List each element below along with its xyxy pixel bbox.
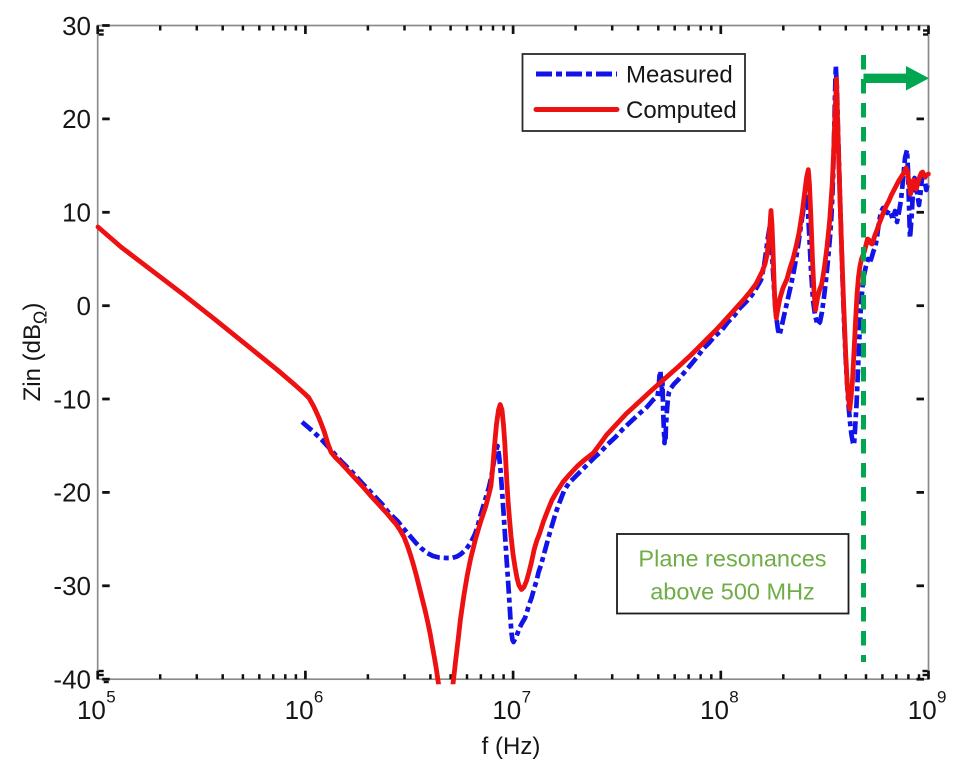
svg-text:10: 10 <box>285 695 314 725</box>
svg-text:8: 8 <box>729 688 738 707</box>
svg-text:-40: -40 <box>53 665 91 695</box>
svg-text:10: 10 <box>700 695 729 725</box>
svg-text:6: 6 <box>314 688 323 707</box>
svg-text:0: 0 <box>77 291 91 321</box>
svg-text:Plane resonances: Plane resonances <box>638 546 826 572</box>
svg-text:above 500 MHz: above 500 MHz <box>650 579 815 605</box>
svg-text:Computed: Computed <box>626 97 737 124</box>
svg-text:20: 20 <box>62 104 91 134</box>
svg-text:Measured: Measured <box>626 62 733 89</box>
svg-text:-10: -10 <box>53 384 91 414</box>
svg-text:-20: -20 <box>53 478 91 508</box>
svg-text:9: 9 <box>937 688 946 707</box>
svg-text:7: 7 <box>522 688 531 707</box>
svg-text:10: 10 <box>77 695 106 725</box>
svg-text:30: 30 <box>62 11 91 41</box>
svg-text:f (Hz): f (Hz) <box>482 733 541 760</box>
svg-text:-30: -30 <box>53 571 91 601</box>
svg-text:Zin (dBΩ): Zin (dBΩ) <box>19 303 51 402</box>
svg-text:10: 10 <box>62 198 91 228</box>
svg-text:10: 10 <box>492 695 521 725</box>
svg-text:10: 10 <box>908 695 937 725</box>
svg-text:5: 5 <box>106 688 115 707</box>
